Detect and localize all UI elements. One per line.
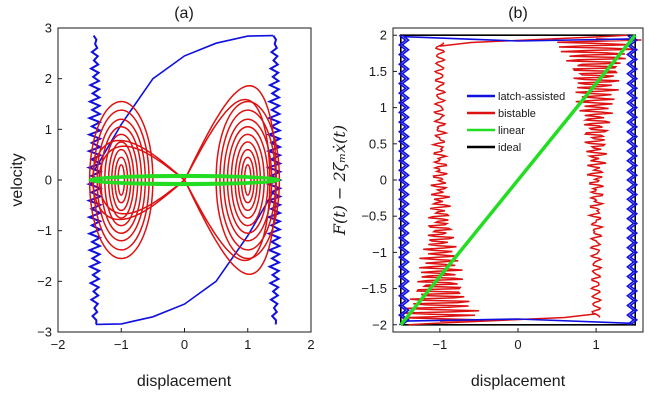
panel-b-latch-band bbox=[401, 34, 410, 326]
panel-a-plot-area bbox=[86, 34, 283, 326]
panel-b-bistable-left-branch bbox=[400, 42, 486, 322]
panel-a-red-orbit bbox=[230, 133, 265, 227]
panel-a-title: (a) bbox=[174, 5, 194, 22]
panel-b-latch-bottom bbox=[404, 318, 632, 325]
panel-b-xtick-label: 1 bbox=[593, 337, 600, 352]
panel-a-red-orbit bbox=[104, 133, 139, 227]
panel-b-latch-top bbox=[404, 35, 632, 42]
panel-b-ytick-label: −1 bbox=[372, 245, 387, 260]
panel-b-linear-line bbox=[399, 34, 637, 326]
panel-a-red-orbit bbox=[240, 156, 255, 204]
panel-a-red-orbit bbox=[111, 148, 132, 212]
panel-a-blue-arc-lower bbox=[95, 189, 275, 326]
legend-label: linear bbox=[498, 125, 525, 137]
panel-a-red-orbit bbox=[243, 164, 252, 196]
panel-b-latch-band bbox=[629, 34, 639, 326]
panel-a-xtick-label: 0 bbox=[181, 337, 188, 352]
panel-a-red-orbit bbox=[117, 164, 126, 196]
panel-a-red-orbit bbox=[234, 141, 262, 219]
panel-b-bistable-top-link bbox=[439, 34, 628, 47]
panel-b-xtick-label: 0 bbox=[514, 337, 521, 352]
panel-a-red-orbit bbox=[219, 109, 277, 251]
panel-a-ytick-label: −3 bbox=[37, 325, 52, 340]
panel-a-red-orbit bbox=[226, 126, 269, 234]
panel-b-title: (b) bbox=[508, 5, 528, 22]
panel-a-red-outer-orbit bbox=[98, 98, 271, 262]
panel-b-ticks: −1 0 1 −2 −1.5 −1 −0.5 0 0.5 1 1.5 2 bbox=[361, 28, 599, 352]
panel-a-red-orbit bbox=[107, 141, 135, 219]
panel-a-green-ellipse bbox=[90, 175, 279, 185]
panel-b-ytick-label: 1 bbox=[380, 100, 387, 115]
panel-b-xtick-label: −1 bbox=[432, 337, 447, 352]
panel-a-xtick-label: 1 bbox=[244, 337, 251, 352]
panel-b-ylabel: F(t) − 2ζₘẋ(t) bbox=[330, 125, 349, 236]
panel-b-ytick-label: 2 bbox=[380, 28, 387, 43]
panel-a-xlabel: displacement bbox=[137, 373, 232, 390]
legend-label: ideal bbox=[498, 142, 521, 154]
panel-a-ytick-label: −1 bbox=[37, 223, 52, 238]
panel-b-bistable-bottom-link bbox=[408, 313, 597, 326]
panel-a-ytick-label: 3 bbox=[45, 21, 52, 36]
panel-b-bistable-right-branch bbox=[557, 38, 642, 318]
panel-a-red-orbit bbox=[237, 148, 258, 212]
panel-a-ytick-label: 1 bbox=[45, 122, 52, 137]
panel-b-ytick-label: −0.5 bbox=[361, 209, 387, 224]
panel-b-plot-area bbox=[397, 34, 642, 326]
panel-a-ytick-label: −2 bbox=[37, 274, 52, 289]
panel-a-ylabel: velocity bbox=[9, 153, 26, 206]
panel-b-legend: latch-assisted bistable linear ideal bbox=[467, 91, 565, 154]
panel-b-xlabel: displacement bbox=[471, 373, 566, 390]
panel-b-ytick-label: 1.5 bbox=[369, 64, 387, 79]
legend-label: latch-assisted bbox=[498, 91, 565, 103]
legend-label: bistable bbox=[498, 108, 536, 120]
panel-b-ytick-label: 0.5 bbox=[369, 136, 387, 151]
panel-a-xtick-label: −2 bbox=[51, 337, 66, 352]
panel-a-ytick-label: 0 bbox=[45, 173, 52, 188]
panel-b-ytick-label: 0 bbox=[380, 173, 387, 188]
panel-a-red-orbit bbox=[100, 126, 143, 234]
panel-a-xtick-label: 2 bbox=[307, 337, 314, 352]
panel-a-blue-arc-upper bbox=[94, 34, 274, 171]
panel-b-ytick-label: −2 bbox=[372, 317, 387, 332]
panel-b: (b) −1 0 1 −2 −1.5 −1 −0.5 0 0.5 1 1.5 2 displaceme… bbox=[330, 5, 644, 390]
panel-b-latch-band bbox=[397, 34, 407, 326]
panel-a-xtick-label: −1 bbox=[114, 337, 129, 352]
panel-a-red-orbit bbox=[114, 156, 129, 204]
panel-a-ytick-label: 2 bbox=[45, 71, 52, 86]
panel-b-latch-band bbox=[626, 34, 635, 326]
panel-b-ytick-label: −1.5 bbox=[361, 281, 387, 296]
